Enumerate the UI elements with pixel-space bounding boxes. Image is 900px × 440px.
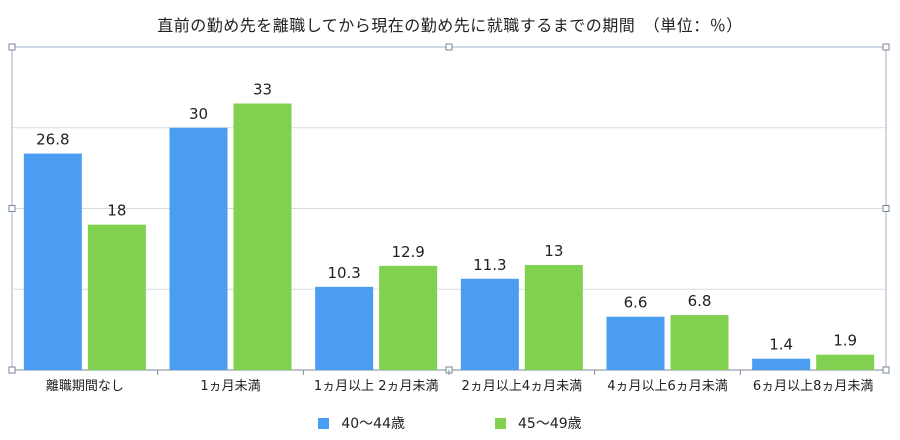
x-tick-label: 6ヵ月以上8ヵ月未満 [753,379,874,394]
chart-title: 直前の勤め先を離職してから現在の勤め先に就職するまでの期間 （単位：％） [157,16,743,35]
bar-45-49 [524,265,583,370]
data-label: 6.8 [688,292,712,310]
bar-40-44 [752,358,811,370]
bar-40-44 [460,278,519,370]
bar-40-44 [23,153,82,370]
data-label: 1.4 [769,336,793,354]
bar-40-44 [606,316,665,370]
data-label: 1.9 [833,332,857,350]
data-label: 18 [107,202,126,220]
selection-handle [882,366,890,374]
x-tick-label: 1ヵ月以上 2ヵ月未満 [314,379,439,394]
selection-handle [8,43,16,51]
data-label: 6.6 [624,294,648,312]
x-tick-label: 1ヵ月未満 [200,379,260,394]
bar-40-44 [169,127,228,370]
data-label: 12.9 [391,243,424,261]
legend-label-40-44: 40〜44歳 [341,416,405,432]
selection-handle [8,205,16,212]
data-label: 30 [189,105,208,123]
data-label: 13 [544,242,563,260]
bar-45-49 [87,224,146,370]
x-tick-label: 離職期間なし [46,379,124,394]
x-tick-label: 4ヵ月以上6ヵ月未満 [607,379,728,394]
bar-45-49 [379,265,438,370]
legend: 40〜44歳 45〜49歳 [0,413,900,433]
selection-handle [882,205,890,212]
bar-40-44 [315,286,374,370]
selection-handle [8,366,16,374]
x-tick-label: 2ヵ月以上4ヵ月未満 [462,379,583,394]
data-label: 10.3 [327,264,360,282]
legend-swatch-40-44 [318,417,330,429]
data-label: 11.3 [473,256,506,274]
bar-45-49 [670,315,729,370]
data-label: 33 [253,81,272,99]
selection-handle [882,43,890,51]
selection-handle [445,43,453,51]
data-label: 26.8 [36,131,69,149]
bar-45-49 [816,354,875,370]
legend-swatch-45-49 [495,417,506,429]
legend-item-40-44: 40〜44歳 [318,413,405,433]
legend-item-45-49: 45〜49歳 [495,413,582,433]
bar-45-49 [233,103,292,371]
legend-label-45-49: 45〜49歳 [518,416,582,432]
